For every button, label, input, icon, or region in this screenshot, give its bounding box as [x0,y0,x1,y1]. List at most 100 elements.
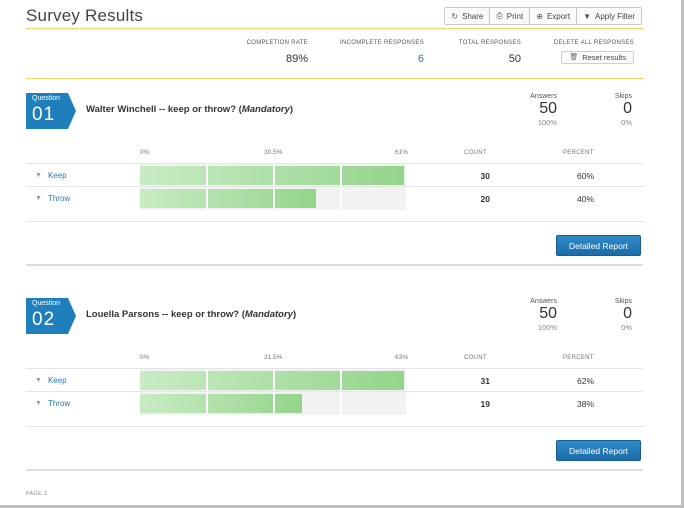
toolbar: ↻ Share ⎙ Print ⊕ Export ▼ Apply Filter [444,7,642,25]
print-label: Print [506,11,524,21]
question-badge: Question 02 [26,298,76,334]
page-title: Survey Results [26,6,144,25]
grid-line [206,164,208,187]
chart-end-line [26,221,643,222]
answer-row-label[interactable]: ▼ Keep [35,376,67,385]
filter-icon: ▼ [583,11,591,21]
skips-label: Skips [614,298,632,305]
answers-label: Answers [530,93,557,100]
count-header: COUNT [464,150,487,156]
grid-line [206,369,208,392]
grid-line [340,164,342,187]
question-badge-shape [26,93,76,129]
question-block-2: Question 02 Louella Parsons -- keep or t… [26,298,643,466]
answer-bar [140,394,302,413]
answer-row: ▼ Keep 30 60% [26,163,643,187]
answer-row: ▼ Keep 31 62% [26,368,643,392]
axis-tick-max: 61% [395,149,409,156]
reset-results-label: Reset results [582,52,626,62]
header: Survey Results ↻ Share ⎙ Print ⊕ Export … [26,6,644,28]
question-chart: 0% 30.5% 61% COUNT PERCENT ▼ Keep 30 60% [26,148,643,243]
answer-label: Throw [47,399,71,408]
answer-bar [140,371,404,390]
axis-tick-mid: 31.5% [264,354,283,361]
reset-results-button[interactable]: 🗑 Reset results [561,50,634,64]
bar-track [140,187,408,210]
export-label: Export [546,11,571,21]
completion-rate-label: COMPLETION RATE [246,40,308,46]
export-button[interactable]: ⊕ Export [529,8,576,24]
filter-icon: ▼ [35,400,42,407]
answer-row-label[interactable]: ▼ Keep [35,171,67,180]
bar-track [140,369,408,392]
answers-stat: Answers 50 100% [516,298,557,332]
grid-line [273,187,275,210]
total-responses-value: 50 [508,53,521,65]
print-icon: ⎙ [496,11,503,20]
skips-stat: Skips 0 0% [602,298,632,332]
skips-percent: 0% [621,323,632,332]
incomplete-responses-stat: INCOMPLETE RESPONSES 6 [340,40,424,65]
question-separator [26,469,643,471]
grid-line [273,164,275,187]
grid-line [340,369,342,392]
grid-line [340,187,342,210]
grid-line [340,392,342,415]
axis-tick-min: 0% [140,149,150,156]
answers-percent: 100% [537,118,557,127]
question-chart: 0% 31.5% 63% COUNT PERCENT ▼ Keep 31 62% [26,353,643,448]
skips-value: 0 [623,305,632,322]
answer-count: 30 [480,171,490,181]
grid-line [206,187,208,210]
answer-percent: 40% [576,194,594,204]
delete-all-responses-stat: DELETE ALL RESPONSES 🗑 Reset results [552,40,634,64]
answer-row-label[interactable]: ▼ Throw [35,194,70,203]
answers-label: Answers [530,298,557,305]
skips-percent: 0% [621,118,632,127]
percent-header: PERCENT [563,355,594,361]
bar-track [140,164,408,187]
grid-line [406,164,408,187]
answer-label: Throw [47,194,71,203]
answer-row: ▼ Throw 20 40% [26,186,643,210]
question-title: Louella Parsons -- keep or throw? (Manda… [86,309,297,320]
apply-filter-button[interactable]: ▼ Apply Filter [576,8,641,24]
answer-row: ▼ Throw 19 38% [26,391,643,415]
answer-label: Keep [47,376,67,385]
question-title-text: Louella Parsons -- keep or throw? [86,309,240,320]
export-icon: ⊕ [536,11,543,21]
axis-tick-min: 0% [140,354,150,361]
share-button[interactable]: ↻ Share [445,8,489,24]
question-badge-shape [26,298,76,334]
answer-label: Keep [47,171,67,180]
grid-line [206,392,208,415]
delete-all-responses-label: DELETE ALL RESPONSES [553,40,634,46]
bar-track [140,392,408,415]
completion-rate-stat: COMPLETION RATE 89% [230,40,308,65]
mandatory-label: Mandatory [244,309,293,320]
header-divider [26,28,643,29]
answers-percent: 100% [537,323,557,332]
answer-bar [140,166,404,185]
skips-value: 0 [623,100,632,117]
count-header: COUNT [464,355,487,361]
answer-percent: 38% [576,399,594,409]
mandatory-label: Mandatory [241,104,290,115]
summary-bar: COMPLETION RATE 89% INCOMPLETE RESPONSES… [230,40,644,70]
axis-tick-max: 63% [395,354,409,361]
share-icon: ↻ [451,11,459,21]
answer-count: 20 [480,194,490,204]
completion-rate-value: 89% [285,53,308,65]
grid-line [406,369,408,392]
answer-row-label[interactable]: ▼ Throw [35,399,70,408]
grid-line [406,392,408,415]
summary-divider [26,78,643,79]
incomplete-responses-value[interactable]: 6 [417,53,424,65]
print-button[interactable]: ⎙ Print [489,8,529,24]
filter-icon: ▼ [35,172,42,179]
detailed-report-button[interactable]: Detailed Report [556,440,641,461]
detailed-report-button[interactable]: Detailed Report [556,235,641,256]
answer-count: 31 [480,376,490,386]
question-title: Walter Winchell -- keep or throw? (Manda… [86,104,294,115]
